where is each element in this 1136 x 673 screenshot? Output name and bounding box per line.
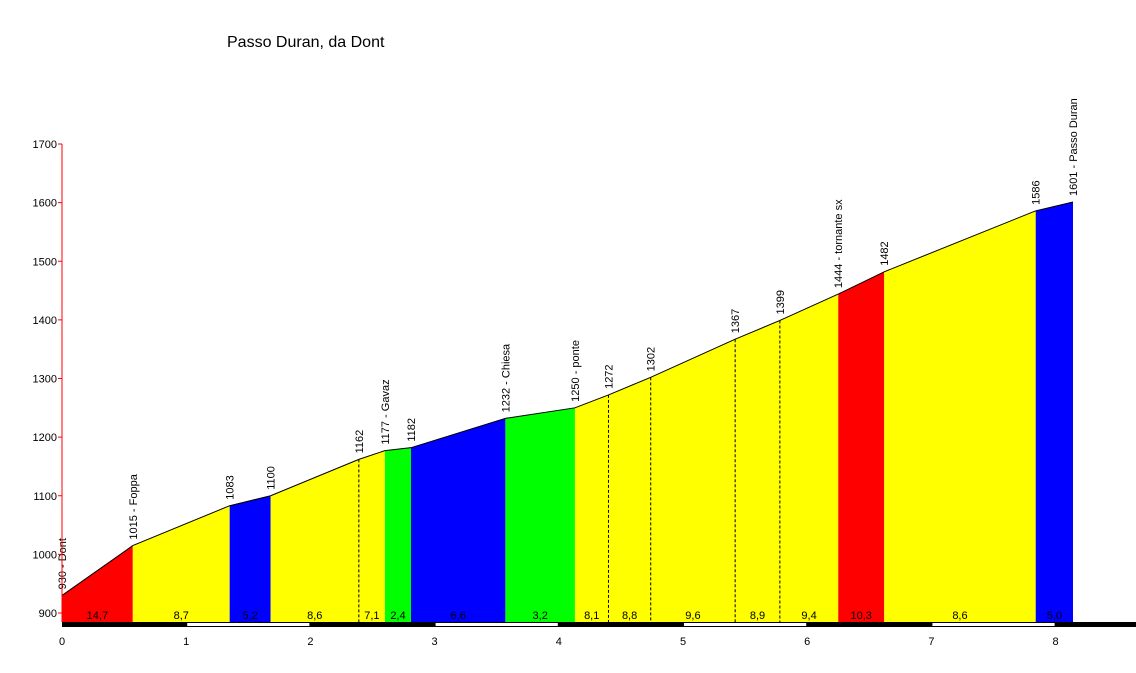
point-label: 1083	[225, 475, 237, 499]
segment-fill	[358, 450, 385, 622]
segment-fill	[132, 505, 230, 622]
x-tick-label: 5	[680, 636, 686, 648]
point-label: 1182	[406, 418, 418, 442]
grade-label: 3,2	[533, 610, 548, 622]
segment-fill	[735, 320, 780, 622]
x-tick-label: 6	[804, 636, 810, 648]
grade-label: 8,9	[750, 610, 765, 622]
y-tick-label: 1000	[33, 549, 57, 561]
point-label: 1015 - Foppa	[128, 473, 140, 539]
y-tick-label: 1200	[33, 432, 57, 444]
grade-label: 5,2	[243, 610, 258, 622]
x-tick-label: 1	[183, 636, 189, 648]
grade-label: 10,3	[851, 610, 872, 622]
y-tick-label: 1300	[33, 374, 57, 386]
x-tick-label: 2	[307, 636, 313, 648]
grade-label: 8,6	[307, 610, 322, 622]
y-tick-label: 1500	[33, 256, 57, 268]
point-label: 1272	[603, 364, 615, 388]
point-label: 1601 - Passo Duran	[1068, 98, 1080, 196]
segment-fill	[229, 495, 271, 622]
grade-label: 9,6	[685, 610, 700, 622]
x-tick-label: 8	[1053, 636, 1059, 648]
grade-label: 14,7	[87, 610, 108, 622]
segment-fill	[608, 377, 651, 622]
x-tick-label: 4	[556, 636, 562, 648]
grade-label: 8,1	[584, 610, 599, 622]
segment-fill	[505, 407, 575, 622]
point-label: 1302	[646, 347, 658, 371]
point-label: 1250 - ponte	[570, 340, 582, 402]
grade-label: 8,7	[174, 610, 189, 622]
y-tick-label: 1700	[33, 139, 57, 151]
grade-label: 2,4	[390, 610, 405, 622]
segment-fill	[411, 418, 506, 622]
point-label: 930 - Dont	[57, 538, 69, 589]
point-label: 1367	[730, 309, 742, 333]
segment-fill	[650, 339, 736, 622]
grade-label: 9,4	[801, 610, 816, 622]
point-label: 1482	[879, 241, 891, 265]
x-tick-label: 7	[928, 636, 934, 648]
grade-label: 8,8	[622, 610, 637, 622]
distance-band	[684, 623, 807, 626]
point-label: 1162	[354, 430, 366, 454]
distance-band	[435, 623, 558, 626]
segment-fill	[838, 271, 885, 622]
point-label: 1100	[266, 466, 278, 490]
chart-title: Passo Duran, da Dont	[227, 34, 385, 51]
segment-fill	[270, 459, 359, 622]
distance-bar	[62, 622, 1136, 627]
segment-fill	[384, 447, 412, 622]
y-tick-label: 900	[39, 608, 57, 620]
grade-label: 6,6	[451, 610, 466, 622]
segment-fill	[779, 294, 839, 622]
y-tick-label: 1600	[33, 198, 57, 210]
grade-label: 7,1	[364, 610, 379, 622]
segment-fill	[884, 210, 1036, 622]
y-tick-label: 1100	[33, 491, 57, 503]
x-tick-label: 0	[59, 636, 65, 648]
point-label: 1232 - Chiesa	[500, 343, 512, 412]
point-label: 1444 - tornante sx	[833, 199, 845, 288]
distance-band	[932, 623, 1055, 626]
segment-fill	[62, 545, 133, 622]
segment-fill	[574, 394, 609, 622]
point-label: 1399	[775, 290, 787, 314]
distance-band	[187, 623, 310, 626]
grade-label: 5,0	[1047, 610, 1062, 622]
grade-label: 8,6	[952, 610, 967, 622]
point-label: 1586	[1031, 180, 1043, 204]
y-tick-label: 1400	[33, 315, 57, 327]
point-label: 1177 - Gavaz	[380, 379, 392, 444]
profile-line	[61, 201, 1074, 596]
x-tick-label: 3	[432, 636, 438, 648]
segment-fill	[1035, 202, 1073, 622]
